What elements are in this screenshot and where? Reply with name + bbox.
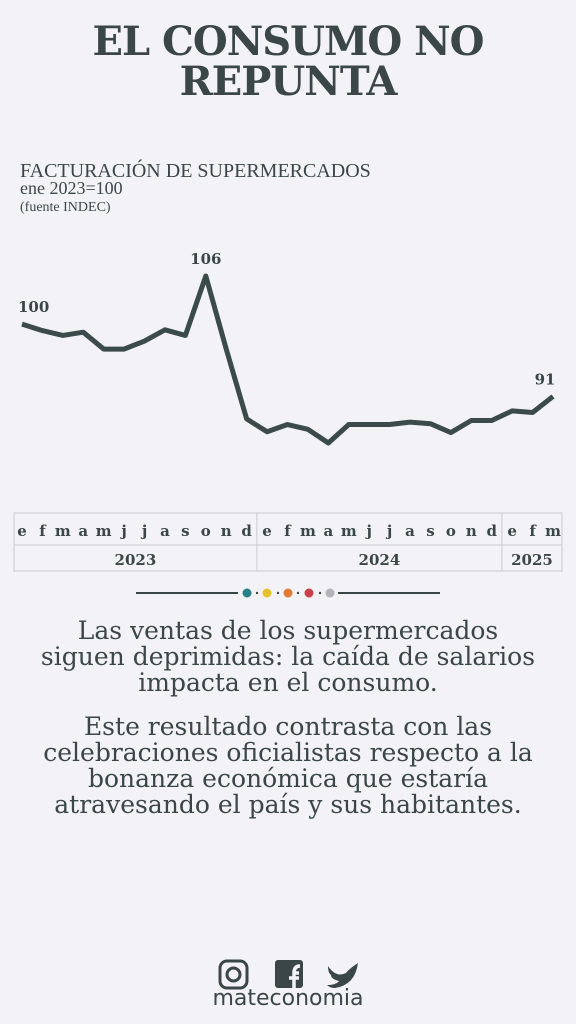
x-tick-label: n xyxy=(466,522,477,540)
x-tick-label: d xyxy=(241,522,252,540)
axis-box xyxy=(13,512,563,572)
x-tick-label: f xyxy=(529,522,537,540)
x-tick-label: o xyxy=(446,522,456,540)
divider xyxy=(136,588,440,598)
value-label: 106 xyxy=(190,250,221,268)
x-tick-label: d xyxy=(486,522,497,540)
paragraph: Este resultado contrasta con las celebra… xyxy=(43,712,533,819)
x-tick-label: f xyxy=(284,522,292,540)
social-icons xyxy=(218,959,358,990)
brand: mateconomia xyxy=(212,986,364,1011)
line xyxy=(21,273,555,446)
x-tick-label: j xyxy=(119,522,126,540)
x-tick-label: j xyxy=(364,522,371,540)
x-tick-label: a xyxy=(160,522,170,540)
x-tick-label: e xyxy=(262,522,272,540)
x-tick-label: o xyxy=(201,522,211,540)
index-note: ene 2023=100 xyxy=(20,178,123,198)
value-label: 91 xyxy=(535,370,556,388)
x-tick-label: s xyxy=(181,522,189,540)
x-tick-label: m xyxy=(545,522,561,540)
x-tick-label: a xyxy=(323,522,333,540)
x-tick-label: j xyxy=(140,522,147,540)
value-label: 100 xyxy=(18,298,49,316)
year-label: 2024 xyxy=(359,551,401,569)
x-tick-label: f xyxy=(39,522,47,540)
subtitle: FACTURACIÓN DE SUPERMERCADOS xyxy=(20,160,371,182)
x-tick-label: e xyxy=(17,522,27,540)
year-label: 2023 xyxy=(115,551,157,569)
paragraph: Las ventas de los supermercados siguen d… xyxy=(40,616,536,697)
x-tick-label: m xyxy=(300,522,316,540)
title: EL CONSUMO NO REPUNTA xyxy=(92,18,484,105)
x-tick-label: a xyxy=(405,522,415,540)
source: (fuente INDEC) xyxy=(20,200,111,215)
x-tick-label: s xyxy=(426,522,434,540)
x-tick-label: j xyxy=(385,522,392,540)
year-label: 2025 xyxy=(511,551,553,569)
x-tick-label: e xyxy=(507,522,517,540)
x-tick-label: m xyxy=(55,522,71,540)
x-tick-label: m xyxy=(341,522,357,540)
x-tick-label: n xyxy=(221,522,232,540)
x-tick-label: a xyxy=(78,522,88,540)
x-tick-label: m xyxy=(96,522,112,540)
